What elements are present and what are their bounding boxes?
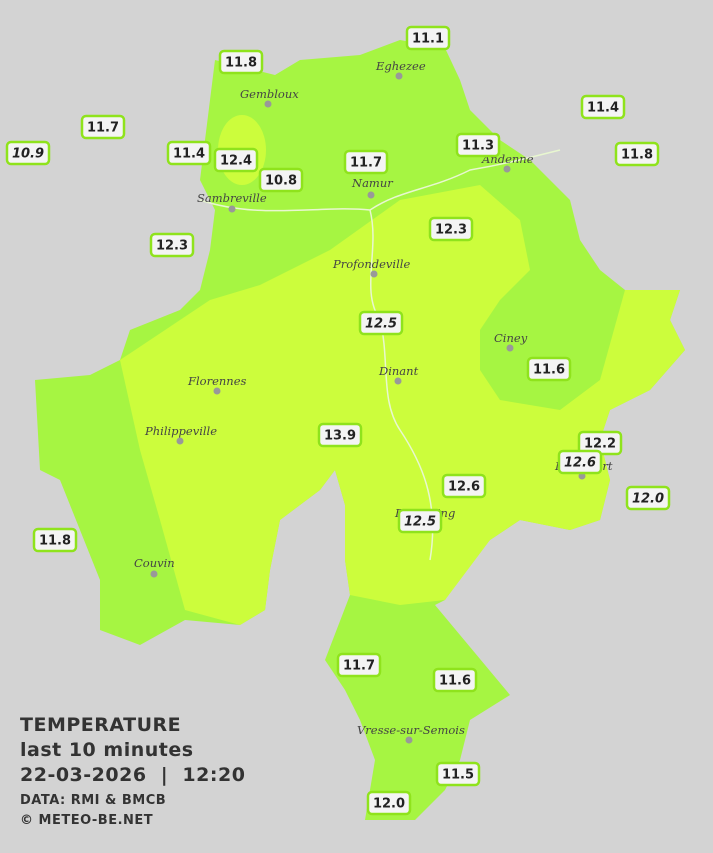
title-line: 22-03-2026 | 12:20 <box>20 764 245 786</box>
city-name: Eghezee <box>375 59 426 73</box>
station-box <box>258 167 304 193</box>
station-value: 11.8 <box>39 534 71 549</box>
station-box <box>580 94 626 120</box>
station-value: 11.7 <box>350 156 382 171</box>
station-value: 12.4 <box>220 154 252 169</box>
station-box <box>149 232 195 258</box>
river <box>199 149 561 561</box>
station-value: 12.6 <box>448 480 480 495</box>
warm-zone <box>120 185 685 625</box>
station-value: 12.0 <box>373 797 405 812</box>
station-value: 12.0 <box>632 492 664 507</box>
station-box <box>5 140 51 166</box>
station-box <box>526 356 572 382</box>
station-value: 12.5 <box>365 317 397 332</box>
city-dot <box>506 344 514 352</box>
station-box <box>366 790 412 816</box>
city-dot <box>394 377 402 385</box>
station-value: 10.9 <box>12 147 44 162</box>
station-value: 11.5 <box>442 768 474 783</box>
station-box <box>358 310 404 336</box>
station-value: 11.7 <box>87 121 119 136</box>
station-value: 11.6 <box>533 363 565 378</box>
title-line: TEMPERATURE <box>20 714 181 736</box>
city-name: Namur <box>351 176 394 190</box>
city-dot <box>150 570 158 578</box>
station-value: 11.6 <box>439 674 471 689</box>
station-box <box>405 25 451 51</box>
station-value: 12.3 <box>435 223 467 238</box>
station-box <box>213 147 259 173</box>
station-value: 10.8 <box>265 174 297 189</box>
city-dot <box>228 205 236 213</box>
station-value: 11.1 <box>412 32 444 47</box>
station-box <box>441 473 487 499</box>
station-value: 12.2 <box>584 437 616 452</box>
city-dot <box>503 165 511 173</box>
title-line: last 10 minutes <box>20 739 194 761</box>
station-value: 12.3 <box>156 239 188 254</box>
station-value: 11.8 <box>225 56 257 71</box>
station-value: 11.4 <box>173 147 205 162</box>
station-box <box>557 449 603 475</box>
city-name: Ciney <box>494 331 528 345</box>
station-box <box>336 652 382 678</box>
city-name: Philippeville <box>144 424 217 438</box>
station-box <box>455 132 501 158</box>
station-box <box>428 216 474 242</box>
city-dot <box>405 736 413 744</box>
city-dot <box>213 387 221 395</box>
station-box <box>218 49 264 75</box>
city-dot <box>395 72 403 80</box>
city-dot <box>176 437 184 445</box>
station-value: 13.9 <box>324 429 356 444</box>
station-box <box>317 422 363 448</box>
city-dot <box>367 191 375 199</box>
city-name: Sambreville <box>197 191 267 205</box>
station-value: 11.3 <box>462 139 494 154</box>
station-box <box>80 114 126 140</box>
station-value: 12.5 <box>404 515 436 530</box>
station-box <box>625 485 671 511</box>
city-name: Profondeville <box>332 257 410 271</box>
station-box <box>343 149 389 175</box>
station-value: 11.4 <box>587 101 619 116</box>
city-name: Vresse-sur-Semois <box>357 723 465 737</box>
city-name: Florennes <box>187 374 247 388</box>
station-value: 12.6 <box>564 456 596 471</box>
station-box <box>435 761 481 787</box>
station-box <box>166 140 212 166</box>
station-box <box>32 527 78 553</box>
city-name: Couvin <box>134 556 175 570</box>
city-name: Gembloux <box>240 87 299 101</box>
credit: © METEO-BE.NET <box>20 813 153 828</box>
station-box <box>397 508 443 534</box>
station-value: 11.7 <box>343 659 375 674</box>
station-box <box>614 141 660 167</box>
city-name: Dinant <box>378 364 419 378</box>
station-value: 11.8 <box>621 148 653 163</box>
city-dot <box>370 270 378 278</box>
station-box <box>432 667 478 693</box>
credit: DATA: RMI & BMCB <box>20 793 166 808</box>
city-dot <box>264 100 272 108</box>
